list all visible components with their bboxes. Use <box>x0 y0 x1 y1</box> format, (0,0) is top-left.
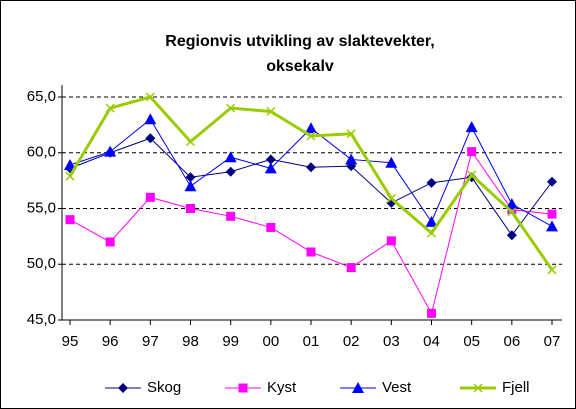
data-point <box>386 236 396 246</box>
data-point <box>145 133 156 144</box>
data-point <box>546 220 558 232</box>
data-point <box>467 147 477 157</box>
y-tick-label: 45,0 <box>27 311 56 328</box>
data-point <box>104 145 117 157</box>
x-tick-label: 05 <box>463 333 480 350</box>
data-point <box>306 247 316 257</box>
data-point <box>505 198 518 210</box>
data-point <box>226 103 236 113</box>
data-point <box>225 166 236 177</box>
chart-title: oksekalv <box>266 58 334 75</box>
data-point <box>306 162 316 173</box>
data-point <box>467 170 477 180</box>
x-tick-label: 97 <box>142 333 159 350</box>
data-point <box>506 230 517 241</box>
legend-marker <box>238 383 248 393</box>
legend-marker <box>352 382 364 393</box>
data-point <box>185 137 196 147</box>
data-point <box>265 154 276 165</box>
x-tick-label: 04 <box>423 333 440 350</box>
data-point <box>507 207 517 217</box>
data-point <box>186 204 195 213</box>
data-point <box>65 215 75 225</box>
x-tick-label: 98 <box>182 333 199 350</box>
x-tick-label: 02 <box>343 333 360 350</box>
data-point <box>427 308 436 318</box>
y-tick-label: 55,0 <box>27 199 56 216</box>
data-point <box>264 162 277 174</box>
data-point <box>425 215 438 227</box>
legend-label: Fjell <box>502 379 530 396</box>
data-point <box>184 180 197 192</box>
chart-title: Regionvis utvikling av slaktevekter, <box>165 33 434 50</box>
data-point <box>507 205 517 215</box>
data-point <box>306 131 316 141</box>
legend-label: Vest <box>382 379 412 396</box>
data-point <box>346 129 356 139</box>
data-point <box>386 193 396 203</box>
data-point <box>426 177 437 188</box>
data-point <box>547 176 557 187</box>
data-point <box>547 265 557 275</box>
x-tick-label: 00 <box>262 333 279 350</box>
legend-label: Skog <box>147 379 181 396</box>
x-tick-label: 03 <box>383 333 400 350</box>
y-tick-label: 50,0 <box>27 255 56 272</box>
data-point <box>345 153 358 165</box>
data-point <box>144 113 157 125</box>
data-point <box>266 106 276 117</box>
data-point <box>385 156 398 168</box>
data-point <box>145 92 155 102</box>
data-point <box>266 222 276 232</box>
data-point <box>64 159 76 171</box>
data-point <box>65 171 75 181</box>
data-point <box>185 172 196 183</box>
legend-marker <box>473 383 483 393</box>
y-tick-label: 65,0 <box>27 88 56 105</box>
legend-marker <box>118 383 128 393</box>
x-tick-label: 96 <box>102 333 119 350</box>
x-tick-label: 06 <box>503 333 520 350</box>
data-point <box>465 121 478 133</box>
data-point <box>346 263 356 273</box>
data-point <box>226 211 236 221</box>
data-point <box>145 192 155 202</box>
y-tick-label: 60,0 <box>27 144 56 161</box>
legend-label: Kyst <box>267 379 297 396</box>
data-point <box>105 103 115 113</box>
data-point <box>224 151 237 163</box>
x-tick-label: 99 <box>222 333 239 350</box>
data-point <box>426 228 437 238</box>
data-point <box>105 237 115 247</box>
x-tick-label: 01 <box>303 333 320 350</box>
data-point <box>547 209 557 219</box>
x-tick-label: 07 <box>544 333 561 350</box>
x-tick-label: 95 <box>62 333 79 350</box>
data-point <box>305 122 317 134</box>
